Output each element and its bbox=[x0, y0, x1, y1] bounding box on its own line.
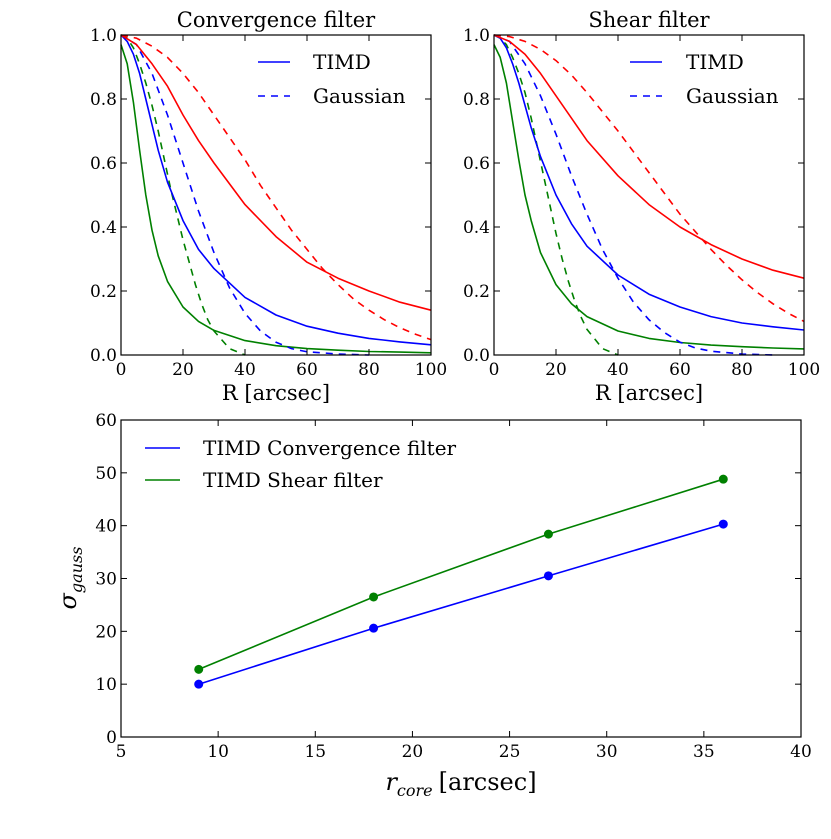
series-line-5 bbox=[120, 34, 432, 341]
data-point bbox=[369, 592, 379, 602]
convergence-ticks: 0 20 40 60 80 100 0.0 0.2 0.4 0.6 0.8 1.0 bbox=[90, 26, 447, 380]
x-tick-label: 0 bbox=[116, 360, 127, 380]
y-tick-label: 10 bbox=[95, 675, 117, 695]
x-tick-label: 100 bbox=[788, 360, 820, 380]
y-tick-label: 0.8 bbox=[463, 90, 490, 110]
y-tick-label: 0.4 bbox=[90, 218, 117, 238]
x-tick-label: 40 bbox=[607, 360, 629, 380]
data-point bbox=[718, 519, 728, 529]
x-tick-label: 80 bbox=[358, 360, 380, 380]
series-line-2 bbox=[120, 34, 432, 346]
x-tick-label: 35 bbox=[693, 742, 715, 762]
shear-legend: TIMD Gaussian bbox=[630, 50, 779, 108]
shear-filter-panel: Shear filter 0 20 40 60 80 100 0.0 0.2 0.4 0.6 0.8… bbox=[463, 8, 820, 405]
y-label-sub: gauss bbox=[67, 547, 86, 594]
data-point bbox=[194, 664, 204, 674]
svg-text:σgauss: σgauss bbox=[54, 547, 86, 610]
x-label-var: r bbox=[385, 768, 398, 796]
series-line-3 bbox=[493, 34, 774, 356]
y-tick-label: 0.6 bbox=[90, 154, 117, 174]
sigma-x-axis-label: rcore [arcsec] bbox=[385, 768, 536, 800]
series-line-3 bbox=[120, 34, 370, 356]
legend-timd-label: TIMD bbox=[686, 50, 744, 74]
sigma-y-axis-label: σgauss bbox=[54, 547, 86, 610]
panel-title-shear: Shear filter bbox=[588, 8, 710, 32]
x-tick-label: 40 bbox=[234, 360, 256, 380]
x-tick-label: 15 bbox=[304, 742, 326, 762]
y-tick-label: 20 bbox=[95, 622, 117, 642]
series-line-0 bbox=[198, 523, 724, 685]
data-point bbox=[543, 529, 553, 539]
x-tick-label: 5 bbox=[116, 742, 127, 762]
x-tick-label: 80 bbox=[731, 360, 753, 380]
legend-gaussian-label: Gaussian bbox=[313, 84, 406, 108]
series-line-5 bbox=[493, 34, 805, 323]
y-tick-label: 0.2 bbox=[90, 282, 117, 302]
svg-text:rcore[arcsec]: rcore [arcsec] bbox=[385, 768, 536, 800]
x-tick-label: 0 bbox=[489, 360, 500, 380]
legend-convergence-label: TIMD Convergence filter bbox=[203, 436, 457, 460]
y-label-var: σ bbox=[54, 592, 82, 609]
data-point bbox=[194, 679, 204, 689]
x-tick-label: 40 bbox=[790, 742, 812, 762]
y-tick-label: 30 bbox=[95, 570, 117, 590]
shear-series-layer bbox=[493, 34, 805, 356]
x-tick-label: 10 bbox=[207, 742, 229, 762]
x-tick-label: 60 bbox=[669, 360, 691, 380]
x-tick-label: 20 bbox=[172, 360, 194, 380]
legend-shear-label: TIMD Shear filter bbox=[203, 468, 383, 492]
x-tick-label: 30 bbox=[596, 742, 618, 762]
sigma-gauss-panel: 5 10 15 20 25 30 35 40 0 10 20 30 40 50 60 rcore [arcse… bbox=[54, 411, 812, 800]
y-tick-label: 0.2 bbox=[463, 282, 490, 302]
x-tick-label: 20 bbox=[545, 360, 567, 380]
sigma-ticks: 5 10 15 20 25 30 35 40 0 10 20 30 40 50 60 bbox=[95, 411, 811, 762]
series-line-0 bbox=[120, 44, 432, 354]
convergence-plot-frame bbox=[120, 34, 432, 356]
x-label-unit: [arcsec] bbox=[439, 768, 537, 796]
series-line-4 bbox=[493, 34, 805, 279]
x-tick-label: 60 bbox=[296, 360, 318, 380]
x-tick-label: 25 bbox=[499, 742, 521, 762]
series-line-2 bbox=[493, 34, 805, 331]
data-point bbox=[369, 623, 379, 633]
legend-gaussian-label: Gaussian bbox=[686, 84, 779, 108]
x-tick-label: 100 bbox=[415, 360, 447, 380]
series-line-1 bbox=[120, 34, 246, 356]
shear-x-axis-label: R [arcsec] bbox=[595, 381, 703, 405]
series-line-1 bbox=[198, 478, 724, 671]
y-tick-label: 0.0 bbox=[463, 346, 490, 366]
y-tick-label: 0.6 bbox=[463, 154, 490, 174]
y-tick-label: 0.0 bbox=[90, 346, 117, 366]
convergence-series-layer bbox=[120, 34, 432, 356]
shear-plot-frame bbox=[493, 34, 805, 356]
x-tick-label: 20 bbox=[402, 742, 424, 762]
y-tick-label: 1.0 bbox=[463, 26, 490, 46]
y-tick-label: 1.0 bbox=[90, 26, 117, 46]
y-tick-label: 0.4 bbox=[463, 218, 490, 238]
sigma-legend: TIMD Convergence filter TIMD Shear filte… bbox=[145, 436, 457, 492]
series-line-0 bbox=[493, 44, 805, 350]
convergence-x-axis-label: R [arcsec] bbox=[222, 381, 330, 405]
y-tick-label: 50 bbox=[95, 464, 117, 484]
panel-title-convergence: Convergence filter bbox=[177, 8, 376, 32]
convergence-filter-panel: Convergence filter 0 20 40 60 80 100 0.0 0.2 0.4… bbox=[90, 8, 447, 405]
shear-ticks: 0 20 40 60 80 100 0.0 0.2 0.4 0.6 0.8 1.0 bbox=[463, 26, 820, 380]
data-point bbox=[543, 571, 553, 581]
y-tick-label: 0 bbox=[106, 728, 117, 748]
y-tick-label: 40 bbox=[95, 517, 117, 537]
y-tick-label: 0.8 bbox=[90, 90, 117, 110]
x-label-sub: core bbox=[397, 781, 433, 800]
legend-timd-label: TIMD bbox=[313, 50, 371, 74]
y-tick-label: 60 bbox=[95, 411, 117, 431]
series-line-1 bbox=[493, 34, 619, 356]
sigma-series-layer bbox=[194, 474, 728, 689]
convergence-legend: TIMD Gaussian bbox=[258, 50, 406, 108]
series-line-4 bbox=[120, 34, 432, 311]
data-point bbox=[718, 474, 728, 484]
